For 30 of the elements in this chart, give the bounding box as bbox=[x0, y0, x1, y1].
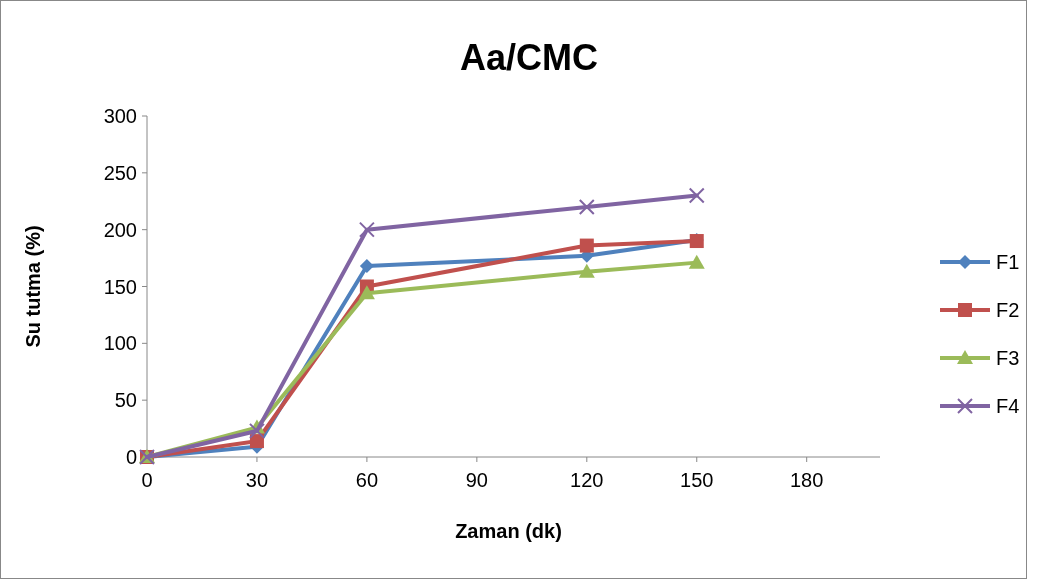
point bbox=[688, 254, 705, 269]
x-tick-label: 60 bbox=[355, 469, 379, 491]
x-tick-label: 90 bbox=[465, 469, 488, 491]
point bbox=[248, 422, 265, 439]
x-tick-label: 120 bbox=[570, 469, 604, 491]
x-axis-title: Zaman (dk) bbox=[455, 520, 562, 542]
y-tick-label: 100 bbox=[103, 332, 137, 355]
y-tick-label: 50 bbox=[114, 389, 137, 412]
point bbox=[358, 285, 375, 300]
y-tick-label: 250 bbox=[103, 161, 137, 184]
point bbox=[578, 263, 595, 278]
x-tick-label: 30 bbox=[245, 469, 269, 491]
point bbox=[358, 221, 375, 238]
y-tick-label: 300 bbox=[103, 105, 137, 127]
x-tick-label: 150 bbox=[680, 469, 714, 491]
point bbox=[359, 259, 374, 274]
y-tick-label: 0 bbox=[125, 446, 137, 468]
y-tick-label: 150 bbox=[103, 275, 137, 298]
y-axis-title: Su tutma (%) bbox=[22, 225, 44, 348]
point bbox=[579, 238, 594, 253]
y-tick-label: 200 bbox=[103, 218, 137, 241]
point bbox=[688, 187, 705, 204]
legend-label: F1 bbox=[996, 251, 1020, 273]
legend-label: F2 bbox=[996, 299, 1020, 321]
point bbox=[578, 198, 595, 215]
legend-label: F4 bbox=[996, 395, 1020, 417]
x-tick-label: 0 bbox=[141, 469, 153, 491]
legend-label: F3 bbox=[996, 347, 1020, 369]
chart-title: Aa/CMC bbox=[459, 37, 599, 78]
x-tick-label: 180 bbox=[790, 469, 824, 491]
